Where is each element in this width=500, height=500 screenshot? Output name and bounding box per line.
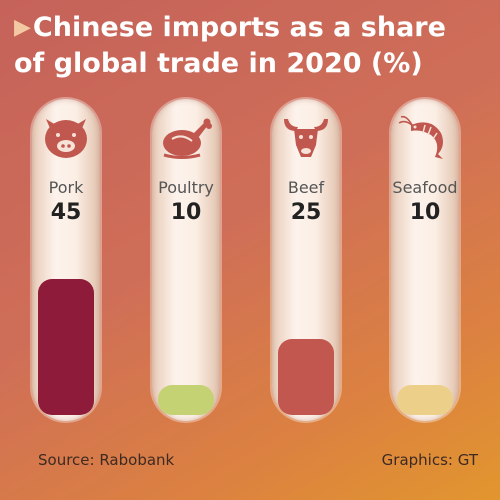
category-label: Beef — [287, 178, 325, 197]
tube-seafood: Seafood 10 — [391, 99, 459, 421]
category-label: Pork — [48, 178, 84, 197]
title-line-2: of global trade in 2020 (%) — [14, 48, 423, 79]
bull-icon — [278, 113, 334, 161]
value-label: 10 — [170, 200, 202, 225]
tube-beef: Beef 25 — [272, 99, 340, 421]
triangle-bullet-icon: ▶ — [14, 15, 31, 40]
bar-track — [397, 279, 453, 415]
bar-track — [158, 279, 214, 415]
pig-icon — [38, 113, 94, 161]
value-label: 25 — [290, 200, 322, 225]
value-label: 10 — [409, 200, 441, 225]
shrimp-icon — [397, 113, 453, 161]
bar-poultry — [158, 384, 214, 415]
title-line-1: Chinese imports as a share — [32, 12, 446, 43]
tube-poultry: Poultry 10 — [152, 99, 220, 421]
chart-title: ▶Chinese imports as a share of global tr… — [14, 10, 484, 82]
category-label: Poultry — [158, 178, 214, 197]
tube-pork: Pork 45 — [32, 99, 100, 421]
graphics-credit: Graphics: GT — [381, 451, 478, 469]
bar-seafood — [397, 384, 453, 415]
bar-beef — [278, 339, 334, 415]
bar-track — [38, 279, 94, 415]
roast-chicken-icon — [158, 113, 214, 161]
category-label: Seafood — [392, 178, 458, 197]
bar-track — [278, 279, 334, 415]
bar-pork — [38, 279, 94, 415]
source-note: Source: Rabobank — [38, 451, 175, 469]
value-label: 45 — [50, 200, 82, 225]
